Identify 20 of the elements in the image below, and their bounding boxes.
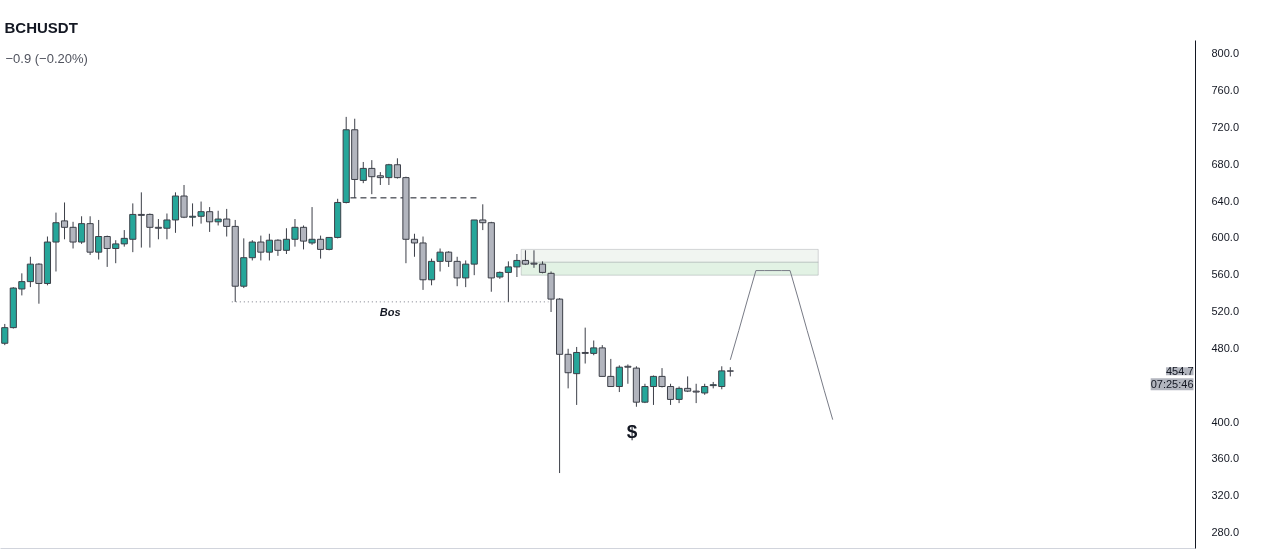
annotation: 454.7 bbox=[1165, 365, 1194, 378]
y-tick-label: 400.0 bbox=[1211, 415, 1240, 428]
y-tick-label: 600.0 bbox=[1211, 231, 1240, 244]
y-tick-label: 680.0 bbox=[1211, 157, 1240, 170]
y-tick-label: 640.0 bbox=[1211, 194, 1240, 207]
y-tick-label: 480.0 bbox=[1211, 341, 1240, 354]
chart-title: BCHUSDT bbox=[4, 18, 78, 36]
ref-line-label: Bos bbox=[379, 305, 401, 318]
y-tick-label: 560.0 bbox=[1211, 268, 1240, 281]
y-tick-label: 720.0 bbox=[1211, 121, 1240, 134]
y-tick-label: 760.0 bbox=[1211, 84, 1240, 97]
y-tick-label: 520.0 bbox=[1211, 305, 1240, 318]
annotation: $ bbox=[626, 421, 638, 443]
y-tick-label: 360.0 bbox=[1211, 452, 1240, 465]
text: −0.9 (−0.20%) bbox=[5, 50, 88, 66]
annotation: 07:25:46 bbox=[1150, 378, 1194, 391]
y-tick-label: 800.0 bbox=[1211, 47, 1240, 60]
y-tick-label: 280.0 bbox=[1211, 525, 1240, 538]
y-tick-label: 320.0 bbox=[1211, 489, 1240, 502]
candlestick bbox=[1, 323, 9, 346]
